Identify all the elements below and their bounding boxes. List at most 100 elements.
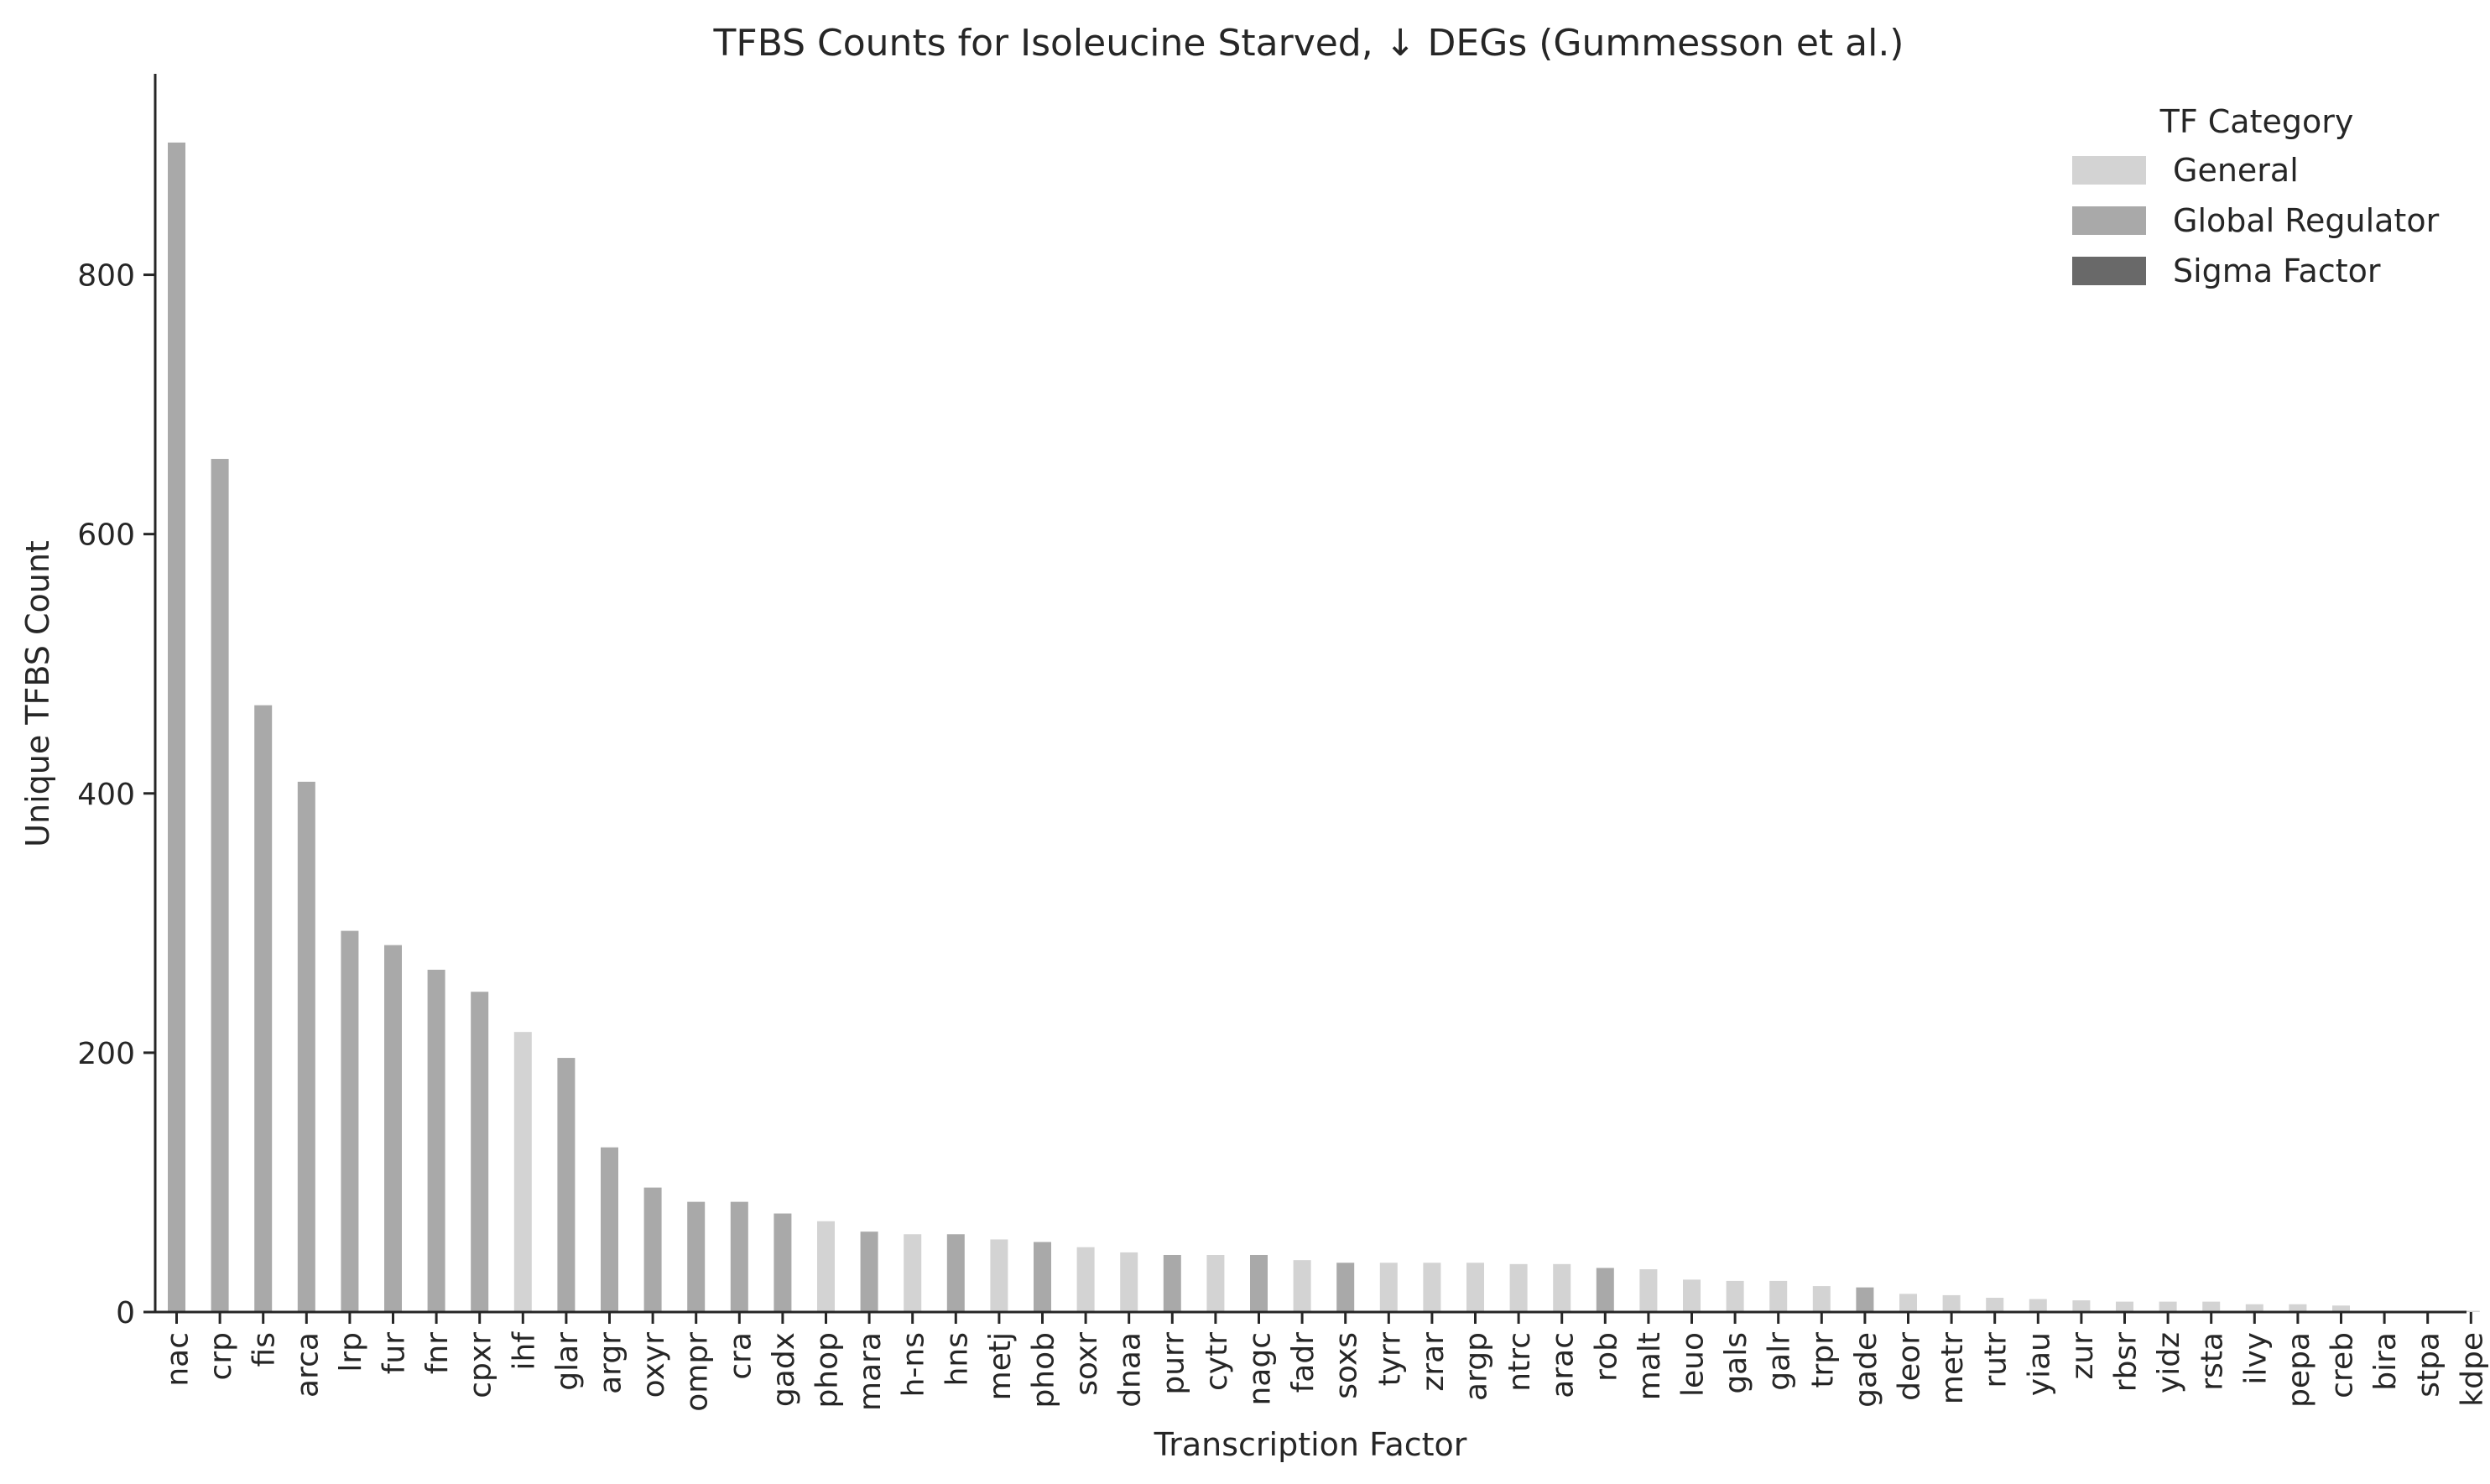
bar-pepa (2289, 1304, 2307, 1312)
y-tick-label: 800 (77, 259, 135, 294)
legend-title: TF Category (2159, 103, 2354, 140)
bar-phop (817, 1221, 835, 1312)
x-tick-label: zrar (1416, 1332, 1451, 1392)
x-tick-label: metr (1935, 1332, 1970, 1404)
x-tick-label: kdpe (2455, 1332, 2489, 1407)
bar-galr (1769, 1280, 1788, 1312)
x-tick-label: glar (550, 1332, 585, 1391)
x-tick-label: ilvy (2238, 1332, 2273, 1385)
x-axis-label: Transcription Factor (1154, 1426, 1467, 1463)
bar-arca (297, 781, 315, 1312)
bar-crp (211, 459, 229, 1312)
x-tick-label: phob (1027, 1332, 1061, 1408)
bar-malt (1639, 1268, 1658, 1312)
bar-gals (1726, 1280, 1744, 1312)
x-tick-label: rsta (2196, 1332, 2230, 1391)
bar-mara (860, 1231, 878, 1312)
bar-rsta (2202, 1301, 2221, 1312)
x-tick-label: dnaa (1113, 1332, 1148, 1408)
x-tick-label: ntrc (1503, 1332, 1537, 1392)
bar-ompr (687, 1201, 706, 1312)
bar-kdpe (2461, 1310, 2480, 1312)
x-tick-label: crp (204, 1332, 238, 1380)
x-tick-label: zur (2065, 1332, 2100, 1380)
x-tick-label: ompr (680, 1332, 715, 1412)
bar-tyrr (1379, 1263, 1398, 1312)
bar-dnaa (1120, 1252, 1138, 1312)
x-tick-label: arca (290, 1332, 325, 1398)
x-tick-label: soxs (1330, 1332, 1364, 1399)
bar-soxs (1336, 1263, 1355, 1312)
x-tick-label: metj (983, 1332, 1018, 1400)
x-tick-label: tyrr (1373, 1332, 1407, 1387)
x-tick-label: ihf (507, 1331, 541, 1371)
bar-nac (168, 142, 185, 1312)
x-tick-label: fur (378, 1332, 412, 1374)
x-tick-label: cpxr (464, 1332, 498, 1398)
x-tick-label: mara (853, 1332, 888, 1411)
bar-nagc (1250, 1254, 1268, 1312)
bar-yidz (2159, 1301, 2177, 1312)
x-tick-label: bira (2368, 1332, 2403, 1391)
bar-cpxr (471, 992, 489, 1312)
legend-swatch (2072, 257, 2146, 285)
x-tick-label: gade (1849, 1332, 1883, 1408)
legend-label: Sigma Factor (2173, 253, 2381, 289)
bar-deor (1899, 1294, 1917, 1312)
bar-rutr (1986, 1297, 2004, 1312)
chart-title: TFBS Counts for Isoleucine Starved, ↓ DE… (713, 22, 1904, 65)
x-tick-label: nac (161, 1332, 195, 1387)
x-tick-label: rutr (1979, 1332, 2013, 1388)
bar-ntrc (1509, 1263, 1528, 1312)
x-axis-ticks: nac crp fis arca lrp fur fnr cpxr ihf glar argr oxy… (161, 1312, 2489, 1412)
x-tick-label: pepa (2282, 1332, 2316, 1408)
y-axis-label: Unique TFBS Count (19, 540, 56, 847)
x-tick-label: purr (1156, 1332, 1190, 1395)
bar-zur (2072, 1300, 2091, 1312)
bar-argr (601, 1147, 618, 1312)
x-tick-label: stpa (2412, 1332, 2446, 1398)
x-tick-label: argp (1460, 1332, 1494, 1401)
y-tick-label: 600 (77, 518, 135, 553)
x-tick-label: yidz (2152, 1332, 2186, 1393)
bar-rob (1596, 1268, 1614, 1312)
x-tick-label: rob (1589, 1332, 1623, 1382)
bars (168, 142, 2480, 1312)
bar-fis (254, 705, 273, 1312)
bar-hns (946, 1234, 965, 1312)
bar-cra (730, 1201, 748, 1312)
bar-oxyr (643, 1187, 662, 1312)
x-tick-label: cytr (1200, 1332, 1234, 1391)
x-tick-label: galr (1763, 1332, 1797, 1391)
x-tick-label: fnr (420, 1332, 455, 1374)
x-tick-label: arac (1546, 1332, 1581, 1398)
bar-gadx (774, 1213, 792, 1312)
x-tick-label: gals (1719, 1332, 1753, 1394)
y-tick-label: 200 (77, 1037, 135, 1071)
bar-glar (557, 1058, 576, 1312)
x-tick-label: hns (940, 1332, 974, 1386)
legend: TF Category General Global Regulator Sigma… (2072, 103, 2440, 289)
x-tick-label: oxyr (637, 1332, 671, 1398)
x-tick-label: deor (1893, 1332, 1927, 1401)
bar-arac (1553, 1263, 1571, 1312)
x-tick-label: yiau (2022, 1332, 2056, 1396)
x-tick-label: trpr (1805, 1332, 1840, 1388)
y-axis-ticks: 0 200 400 600 800 (77, 259, 155, 1330)
x-tick-label: cra (723, 1332, 758, 1380)
x-tick-label: leuo (1676, 1332, 1711, 1397)
x-tick-label: creb (2326, 1332, 2360, 1398)
legend-label: Global Regulator (2173, 202, 2440, 239)
x-tick-label: rbsr (2109, 1332, 2144, 1392)
x-tick-label: gadx (767, 1332, 801, 1407)
x-tick-label: lrp (334, 1332, 368, 1372)
x-tick-label: argr (594, 1332, 628, 1394)
bar-creb (2332, 1305, 2350, 1312)
legend-swatch (2072, 206, 2146, 235)
bar-gade (1856, 1287, 1874, 1312)
y-tick-label: 0 (116, 1296, 135, 1330)
bar-fadr (1293, 1260, 1311, 1312)
bar-phob (1034, 1242, 1051, 1312)
x-tick-label: nagc (1243, 1332, 1278, 1406)
y-tick-label: 400 (77, 778, 135, 812)
